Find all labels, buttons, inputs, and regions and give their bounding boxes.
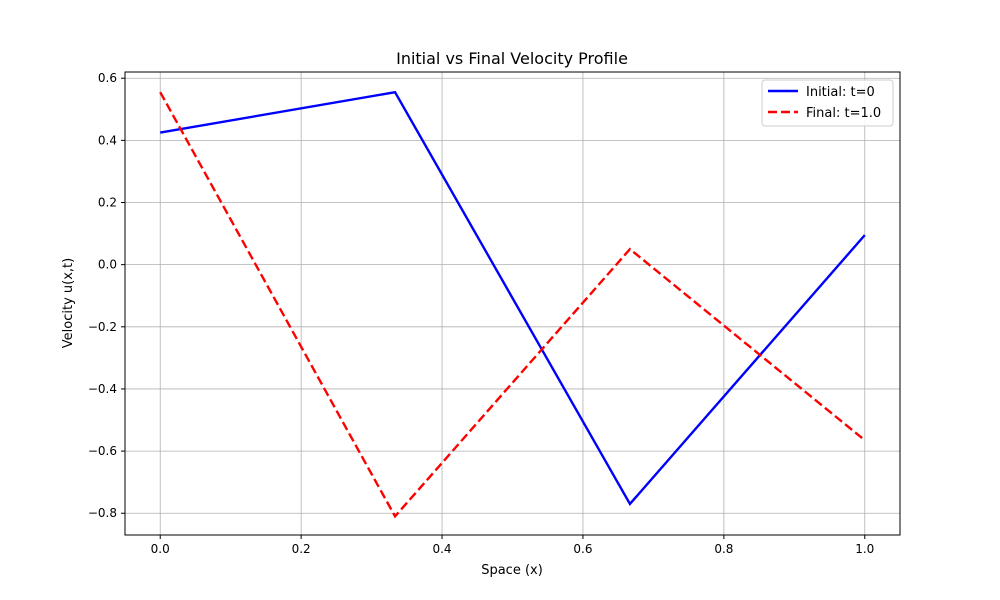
legend: Initial: t=0 Final: t=1.0 [761, 79, 894, 127]
y-tick-label: 0.4 [98, 133, 117, 147]
series-line-final [159, 91, 866, 519]
y-tick-label: 0.6 [98, 71, 117, 85]
y-axis-label: Velocity u(x,t) [61, 258, 76, 348]
x-tick-label: 0.0 [151, 542, 170, 556]
series-line-initial [160, 90, 866, 506]
grid [125, 72, 900, 535]
y-tick-label: −0.2 [88, 320, 117, 334]
x-axis-label: Space (x) [481, 563, 543, 578]
legend-label-initial: Initial: t=0 [806, 85, 875, 100]
legend-label-final: Final: t=1.0 [806, 106, 881, 121]
y-tick-label: 0.0 [98, 258, 117, 272]
x-tick-label: 0.2 [292, 542, 311, 556]
y-tick-label: 0.2 [98, 196, 117, 210]
x-tick-label: 1.0 [855, 542, 874, 556]
ticks: 0.0 0.2 0.4 0.6 0.8 1.0 −0.8 −0.6 −0.4 −0.2 0.0 0.2… [88, 71, 874, 556]
y-tick-label: −0.4 [88, 382, 117, 396]
y-tick-label: −0.8 [88, 506, 117, 520]
series-layer [159, 90, 866, 519]
x-tick-label: 0.4 [432, 542, 451, 556]
y-tick-label: −0.6 [88, 444, 117, 458]
plot-frame [124, 71, 901, 536]
chart-title: Initial vs Final Velocity Profile [396, 49, 628, 68]
x-tick-label: 0.6 [573, 542, 592, 556]
x-tick-label: 0.8 [714, 542, 733, 556]
